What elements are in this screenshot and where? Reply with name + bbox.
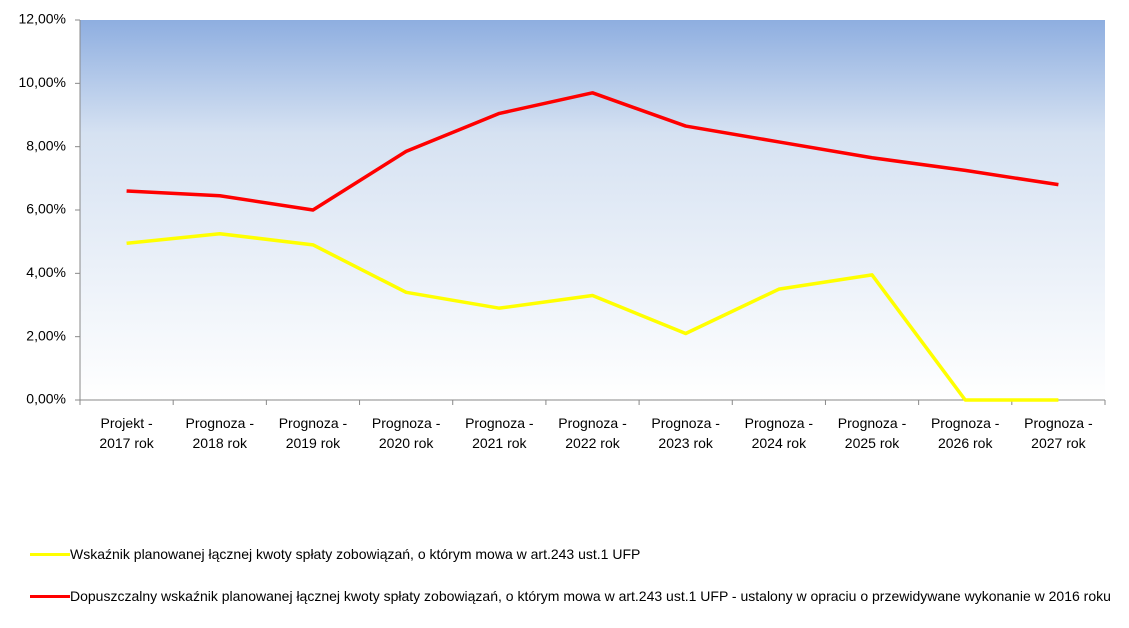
x-tick-label: Prognoza - 2023 rok <box>651 415 720 451</box>
legend-swatch <box>30 595 70 598</box>
plot-background <box>80 20 1105 400</box>
x-tick-label: Prognoza - 2027 rok <box>1024 415 1093 451</box>
x-tick-label: Prognoza - 2024 rok <box>744 415 814 451</box>
x-tick-label: Prognoza - 2018 rok <box>185 415 254 451</box>
y-tick-label: 6,00% <box>26 201 66 217</box>
legend-swatch <box>30 553 70 556</box>
x-tick-label: Prognoza - 2021 rok <box>465 415 534 451</box>
legend-label: Dopuszczalny wskaźnik planowanej łącznej… <box>70 588 1111 604</box>
x-tick-label: Prognoza - 2022 rok <box>558 415 627 451</box>
x-tick-label: Prognoza - 2026 rok <box>930 415 1000 451</box>
series-line <box>126 91 1059 212</box>
legend-item: Dopuszczalny wskaźnik planowanej łącznej… <box>30 586 1120 606</box>
y-tick-label: 2,00% <box>26 327 66 343</box>
y-tick-label: 12,00% <box>19 11 66 27</box>
x-tick-label: Prognoza - 2019 rok <box>278 415 348 451</box>
legend-label: Wskaźnik planowanej łącznej kwoty spłaty… <box>70 546 641 562</box>
x-tick-label: Projekt - 2017 rok <box>99 415 154 451</box>
legend-item: Wskaźnik planowanej łącznej kwoty spłaty… <box>30 544 1120 564</box>
y-tick-label: 10,00% <box>19 74 66 90</box>
x-tick-label: Prognoza - 2025 rok <box>837 415 907 451</box>
x-tick-label: Prognoza - 2020 rok <box>371 415 441 451</box>
y-tick-label: 8,00% <box>26 137 66 153</box>
series-line <box>126 232 1059 402</box>
y-tick-label: 4,00% <box>26 264 66 280</box>
y-tick-label: 0,00% <box>26 391 66 407</box>
